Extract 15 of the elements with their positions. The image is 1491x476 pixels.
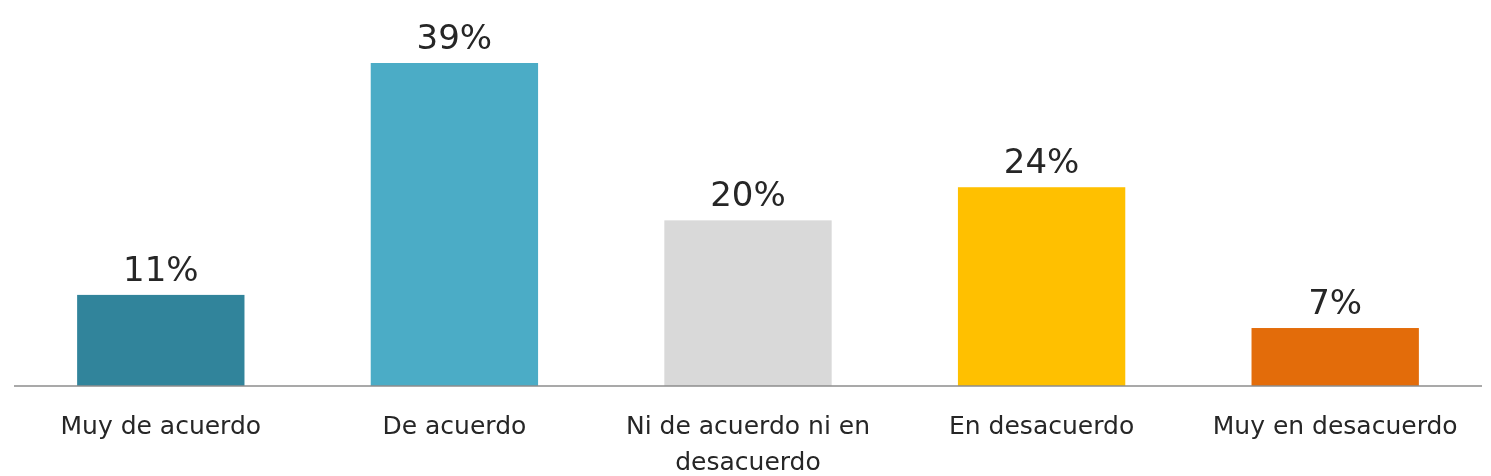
x-tick-label: Ni de acuerdo ni en desacuerdo [626,411,870,476]
x-tick-label: Muy de acuerdo [60,411,262,440]
bar [957,187,1126,386]
x-tick-label: Muy en desacuerdo [1212,411,1458,440]
bar [1251,328,1419,386]
bar [664,220,832,386]
x-tick-label: De acuerdo [382,411,527,440]
bar [77,294,245,386]
bar [370,63,539,386]
data-label: 39% [416,17,493,57]
data-label: 11% [123,248,199,289]
data-label: 24% [1003,141,1080,182]
data-label: 20% [710,174,786,215]
data-label: 7% [1308,282,1363,323]
x-tick-label: En desacuerdo [949,411,1135,440]
